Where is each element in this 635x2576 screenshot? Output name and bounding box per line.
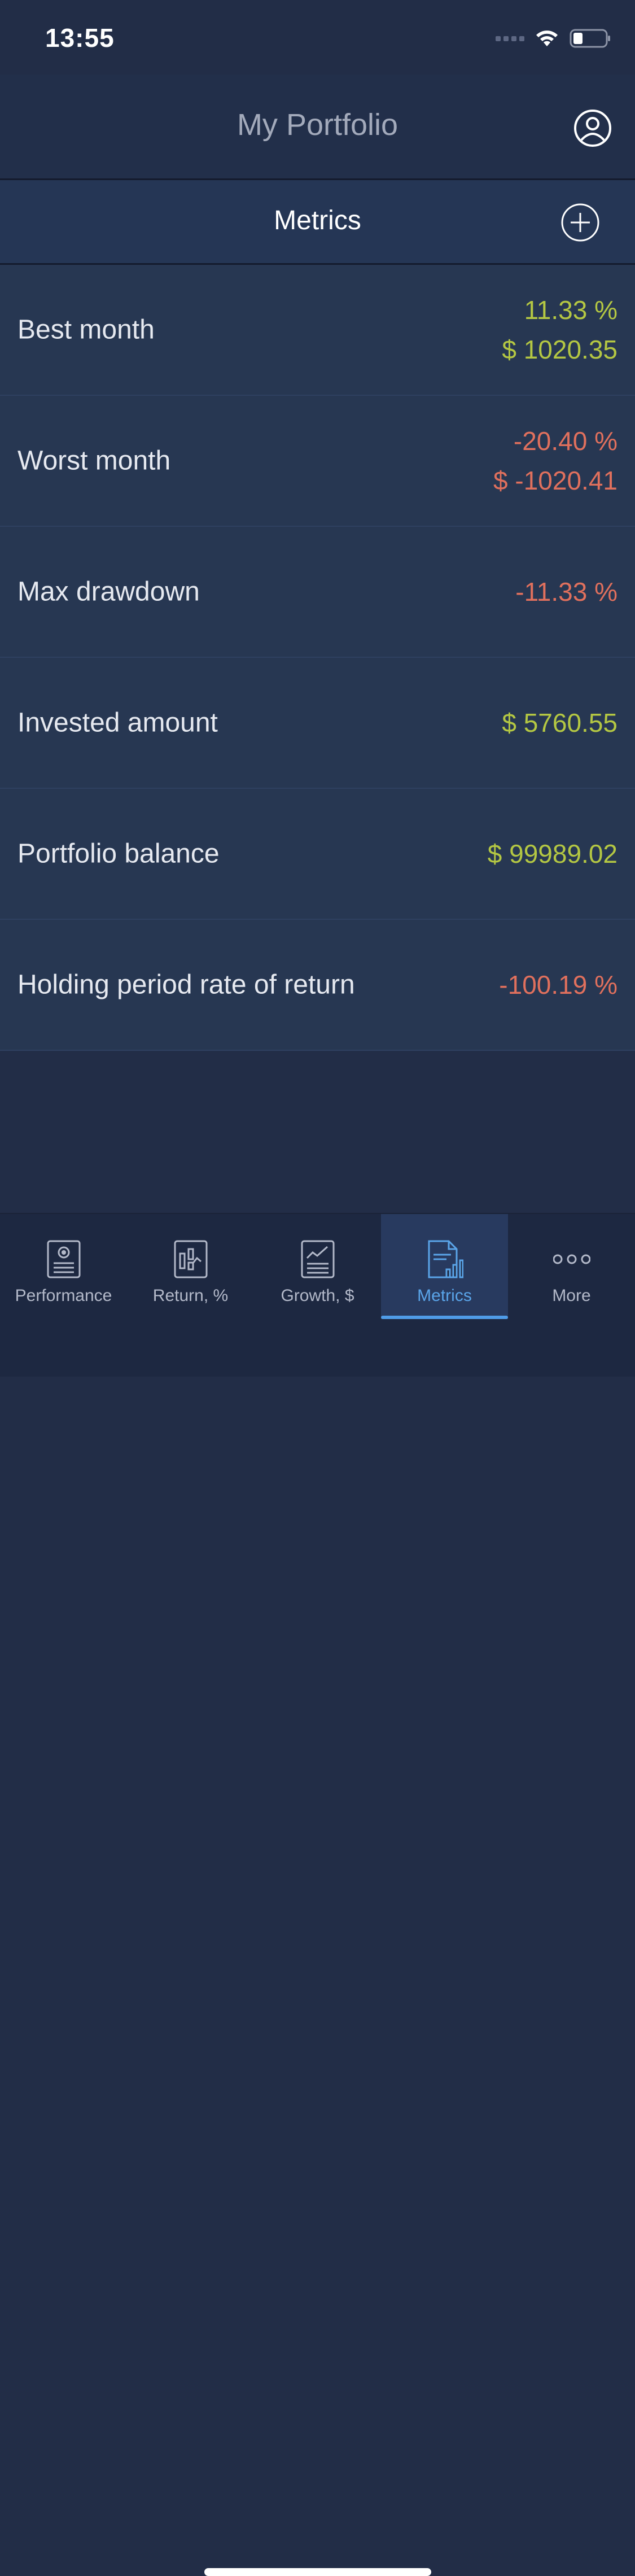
performance-report-icon	[47, 1240, 80, 1278]
metric-label: Best month	[17, 315, 155, 345]
metric-row-best-month[interactable]: Best month 11.33 % $ 1020.35	[0, 265, 635, 396]
tab-label: Metrics	[417, 1286, 472, 1305]
wifi-icon	[536, 30, 558, 46]
active-tab-indicator	[381, 1316, 508, 1319]
metric-row-worst-month[interactable]: Worst month -20.40 % $ -1020.41	[0, 396, 635, 527]
user-circle-icon	[574, 110, 611, 147]
metric-label: Invested amount	[17, 708, 218, 738]
metric-values: $ 99989.02	[488, 834, 618, 874]
metric-value-percent: -100.19 %	[499, 970, 618, 999]
growth-chart-icon	[301, 1240, 334, 1278]
plus-circle-icon	[561, 203, 599, 242]
status-time: 13:55	[45, 23, 115, 53]
metric-label: Max drawdown	[17, 577, 200, 607]
return-chart-icon	[174, 1240, 207, 1278]
metric-row-portfolio-balance[interactable]: Portfolio balance $ 99989.02	[0, 789, 635, 920]
navigation-bar: My Portfolio	[0, 75, 635, 180]
metric-values: -11.33 %	[515, 572, 618, 612]
section-header: Metrics	[0, 180, 635, 265]
metric-row-max-drawdown[interactable]: Max drawdown -11.33 %	[0, 527, 635, 658]
metric-label: Holding period rate of return	[17, 970, 355, 1000]
metric-values: 11.33 % $ 1020.35	[502, 290, 618, 369]
metrics-list: Best month 11.33 % $ 1020.35 Worst month…	[0, 265, 635, 1051]
metrics-document-icon	[428, 1240, 463, 1278]
tab-return[interactable]: Return, %	[127, 1214, 254, 1319]
metric-value-amount: $ 1020.35	[502, 335, 618, 364]
home-indicator[interactable]	[204, 2568, 431, 2576]
more-dots-icon	[553, 1254, 590, 1264]
tab-label: Growth, $	[281, 1286, 354, 1305]
tab-label: Return, %	[152, 1286, 229, 1305]
metric-values: -100.19 %	[499, 965, 618, 1005]
metric-value-percent: -20.40 %	[513, 426, 618, 456]
metric-values: -20.40 % $ -1020.41	[493, 421, 618, 500]
tab-metrics[interactable]: Metrics	[381, 1214, 508, 1319]
metric-row-invested-amount[interactable]: Invested amount $ 5760.55	[0, 658, 635, 789]
add-metric-button[interactable]	[560, 203, 600, 242]
metric-value-amount: $ 5760.55	[502, 708, 618, 737]
tab-label: Performance	[15, 1286, 112, 1305]
profile-button[interactable]	[573, 108, 612, 148]
metric-value-percent: -11.33 %	[515, 577, 618, 606]
metric-value-amount: $ 99989.02	[487, 839, 618, 868]
metric-values: $ 5760.55	[502, 703, 618, 743]
tab-more[interactable]: More	[508, 1214, 635, 1319]
section-title: Metrics	[274, 206, 361, 235]
tab-performance[interactable]: Performance	[0, 1214, 127, 1319]
metric-value-amount: $ -1020.41	[493, 466, 618, 495]
tab-bar: Performance Return, % Growth, $	[0, 1213, 635, 2576]
metric-label: Portfolio balance	[17, 839, 220, 869]
metric-label: Worst month	[17, 446, 171, 476]
page-title: My Portfolio	[237, 108, 398, 142]
metric-value-percent: 11.33 %	[524, 295, 618, 325]
tab-growth[interactable]: Growth, $	[254, 1214, 381, 1319]
status-icons	[496, 28, 611, 49]
tab-label: More	[552, 1286, 591, 1305]
metric-row-holding-period-return[interactable]: Holding period rate of return -100.19 %	[0, 920, 635, 1051]
status-bar: 13:55	[0, 0, 635, 75]
cellular-signal-icon	[496, 36, 524, 41]
battery-icon	[570, 29, 610, 48]
